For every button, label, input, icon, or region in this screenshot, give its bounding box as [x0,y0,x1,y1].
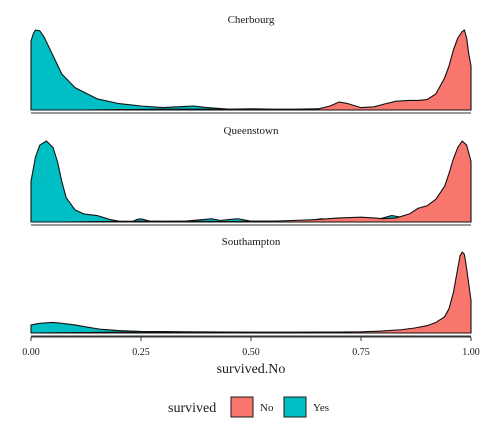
x-tick-label: 0.75 [352,347,370,358]
density-cherbourg-no [87,29,472,111]
facet-queenstown [30,140,472,223]
x-tick-label: 1.00 [462,347,480,358]
density-cherbourg-yes [30,29,441,111]
legend: survived No Yes [168,396,329,418]
legend-title: survived [168,401,216,416]
facet-titles: Cherbourg Queenstown Southampton [222,14,281,248]
legend-swatch-yes [283,396,307,418]
facet-southampton [30,251,472,334]
density-queenstown-yes [30,140,461,223]
density-queenstown-no [65,140,472,223]
x-tick-label: 0.50 [242,347,260,358]
legend-label-no: No [260,402,274,414]
facet-cherbourg [30,29,472,111]
x-axis: 0.00 0.25 0.50 0.75 1.00 [22,336,480,358]
facet-baselines [31,112,471,337]
x-tick-label: 0.00 [22,347,40,358]
facet-title-cherbourg: Cherbourg [228,14,275,26]
legend-swatch-no [230,396,254,418]
x-tick-label: 0.25 [132,347,150,358]
legend-label-yes: Yes [313,402,329,414]
facet-title-queenstown: Queenstown [224,125,279,137]
x-axis-title: survived.No [217,362,286,377]
x-ticks: 0.00 0.25 0.50 0.75 1.00 [22,337,480,358]
density-southampton-no [30,251,472,334]
density-layer [30,29,472,334]
facet-title-southampton: Southampton [222,236,281,248]
